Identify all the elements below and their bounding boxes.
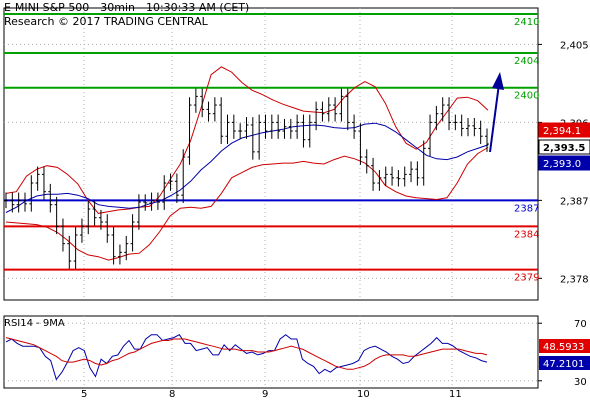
last-price-box [538,122,590,138]
rsi-tick-label: 70 [574,319,587,330]
last-price-label: 2,393.0 [543,159,581,170]
level-label: 2410 [514,17,539,28]
rsi-value-box [539,356,590,370]
level-label: 2379 [514,273,539,284]
rsi-value-box [539,339,590,353]
price-tick-label: 2,387 [560,196,589,207]
price-tick-label: 2,405 [560,40,589,51]
price-panel-frame [3,7,539,301]
rsi-line [5,334,488,381]
last-price-label: 2,393.5 [543,143,585,154]
chart-title: E-MINI S&P 500 - 30min - 10:30:33 AM (CE… [4,1,250,14]
rsi-ma-line [5,337,488,370]
rsi-tick-label: 30 [574,377,587,388]
level-label: 2387 [514,203,539,214]
x-tick-label: 11 [449,389,462,400]
level-label: 2384 [514,229,539,240]
rsi-label: RSI14 - 9MA [4,318,65,329]
last-price-box [538,139,590,155]
price-tick-label: 2,378 [560,274,589,285]
level-label: 2400 [514,91,539,102]
x-tick-label: 9 [262,389,268,400]
chart-subtitle: Research © 2017 TRADING CENTRAL [4,15,208,28]
rsi-value-label: 47.2101 [543,359,584,370]
x-tick-label: 8 [169,389,175,400]
rsi-value-label: 48.5933 [543,342,584,353]
band-line [5,147,489,261]
x-tick-label: 10 [357,389,370,400]
forecast-arrow [489,83,500,153]
last-price-box [538,155,590,171]
level-label: 2404 [514,56,539,67]
rsi-panel-frame [3,315,539,389]
forecast-arrow-head [492,72,504,90]
x-tick-label: 5 [81,389,87,400]
last-price-label: 2,394.1 [543,126,581,137]
